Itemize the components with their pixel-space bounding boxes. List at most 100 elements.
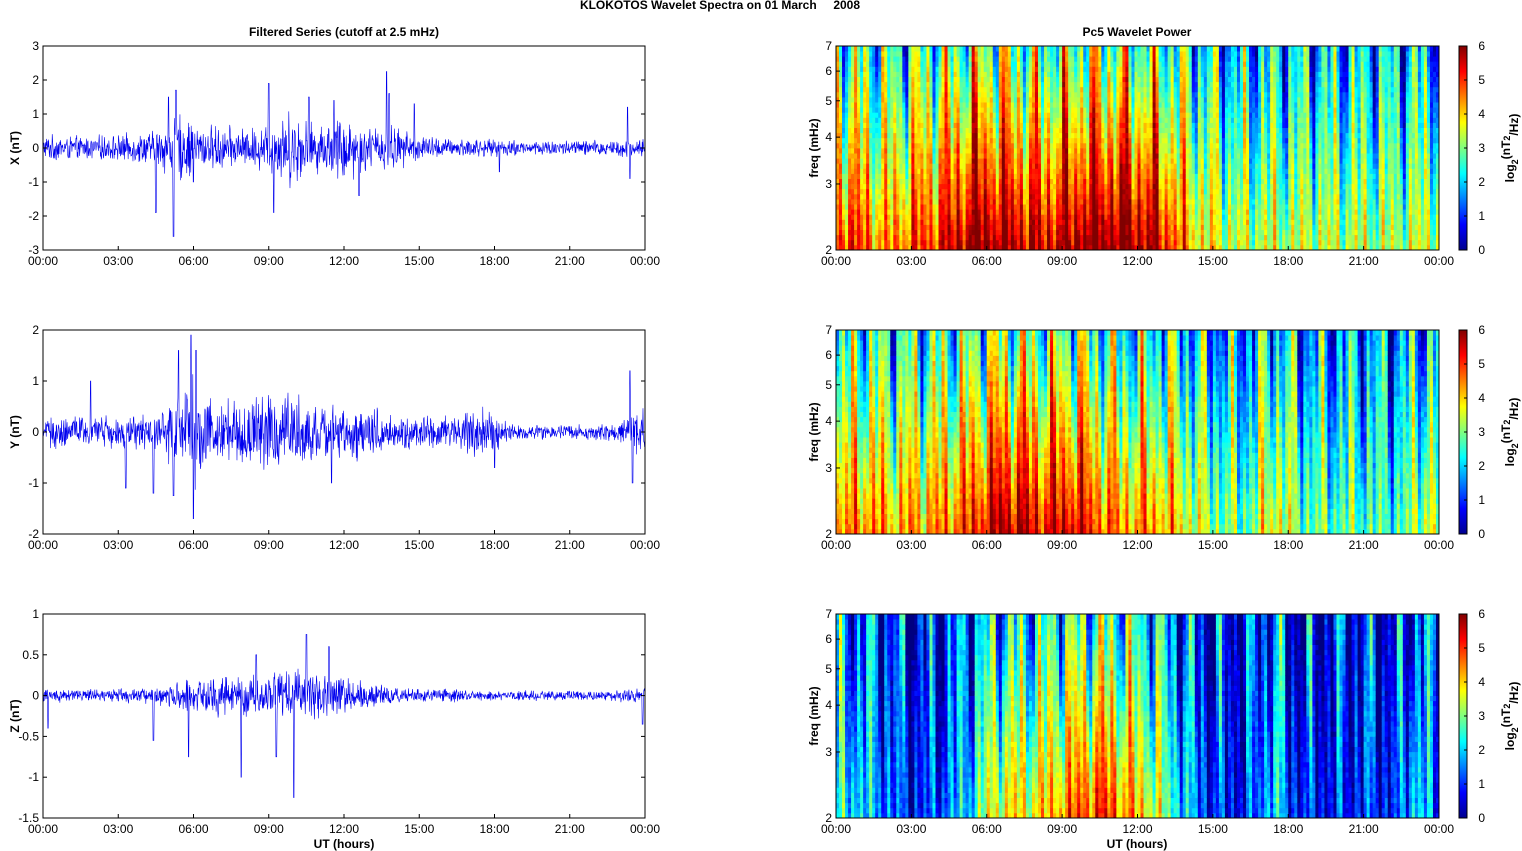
panel-x-wavelet-cell bbox=[932, 117, 935, 123]
panel-x-wavelet-cell bbox=[1074, 194, 1077, 200]
panel-x-wavelet-cell bbox=[1026, 143, 1029, 149]
panel-x-wavelet-cell bbox=[1101, 179, 1104, 185]
panel-x-wavelet-cell bbox=[854, 92, 857, 98]
panel-x-wavelet-cell bbox=[1086, 51, 1089, 57]
panel-x-wavelet-cell bbox=[1168, 184, 1171, 190]
panel-x-wavelet-cell bbox=[1125, 66, 1128, 72]
panel-x-wavelet-cell bbox=[954, 168, 957, 174]
panel-x-wavelet-cell bbox=[969, 209, 972, 215]
panel-x-wavelet-cell bbox=[1005, 61, 1008, 67]
panel-x-wavelet-cell bbox=[1195, 72, 1198, 78]
panel-x-wavelet-cell bbox=[1080, 209, 1083, 215]
panel-x-wavelet-cell bbox=[1180, 204, 1183, 210]
panel-x-wavelet-cell bbox=[1107, 138, 1110, 144]
panel-x-wavelet-cell bbox=[1074, 225, 1077, 231]
panel-x-wavelet-cell bbox=[863, 82, 866, 88]
panel-x-wavelet-cell bbox=[975, 87, 978, 93]
panel-x-wavelet-cell bbox=[951, 77, 954, 83]
panel-x-wavelet-cell bbox=[948, 138, 951, 144]
panel-x-wavelet-cell bbox=[1122, 235, 1125, 241]
panel-x-wavelet-cell bbox=[890, 56, 893, 62]
panel-x-wavelet-cell bbox=[842, 225, 845, 231]
panel-x-wavelet-cell bbox=[1050, 184, 1053, 190]
panel-x-wavelet-cell bbox=[957, 184, 960, 190]
panel-x-wavelet-cell bbox=[1134, 72, 1137, 78]
panel-x-wavelet-cell bbox=[960, 179, 963, 185]
panel-x-wavelet-cell bbox=[890, 46, 893, 52]
panel-x-wavelet-cell bbox=[1071, 153, 1074, 159]
panel-x-wavelet-cell bbox=[1171, 46, 1174, 52]
panel-x-wavelet-cell bbox=[1074, 174, 1077, 180]
panel-x-wavelet-cell bbox=[945, 51, 948, 57]
panel-x-wavelet-cell bbox=[905, 92, 908, 98]
panel-x-wavelet-cell bbox=[1180, 174, 1183, 180]
panel-x-wavelet-cell bbox=[1192, 194, 1195, 200]
panel-x-wavelet-cell bbox=[878, 184, 881, 190]
panel-x-wavelet-cell bbox=[993, 240, 996, 246]
panel-x-wavelet-cell bbox=[839, 174, 842, 180]
panel-x-wavelet-cell bbox=[1204, 112, 1207, 118]
panel-x-wavelet-cell bbox=[1020, 77, 1023, 83]
panel-x-wavelet-cell bbox=[1011, 128, 1014, 134]
panel-x-wavelet-cell bbox=[1053, 102, 1056, 108]
panel-x-wavelet-cell bbox=[1128, 92, 1131, 98]
panel-x-wavelet-cell bbox=[1050, 209, 1053, 215]
panel-x-wavelet-cell bbox=[887, 163, 890, 169]
panel-x-wavelet-cell bbox=[893, 72, 896, 78]
panel-x-wavelet-cell bbox=[929, 240, 932, 246]
panel-x-wavelet-cell bbox=[996, 107, 999, 113]
panel-x-wavelet-cell bbox=[929, 123, 932, 129]
panel-x-wavelet-cell bbox=[851, 204, 854, 210]
panel-x-wavelet-cell bbox=[1014, 163, 1017, 169]
panel-x-wavelet-cell bbox=[1116, 240, 1119, 246]
panel-x-wavelet-cell bbox=[899, 66, 902, 72]
panel-x-wavelet-cell bbox=[890, 168, 893, 174]
panel-x-wavelet-cell bbox=[1077, 240, 1080, 246]
panel-x-wavelet-cell bbox=[1107, 204, 1110, 210]
panel-x-wavelet-cell bbox=[957, 209, 960, 215]
panel-x-wavelet-cell bbox=[1186, 209, 1189, 215]
panel-x-wavelet-cell bbox=[1141, 179, 1144, 185]
panel-x-wavelet-cell bbox=[1162, 92, 1165, 98]
panel-x-wavelet-cell bbox=[1002, 143, 1005, 149]
panel-x-wavelet-cell bbox=[1147, 163, 1150, 169]
panel-x-wavelet-cell bbox=[1092, 123, 1095, 129]
panel-x-wavelet-cell bbox=[902, 235, 905, 241]
panel-x-wavelet-cell bbox=[890, 117, 893, 123]
panel-x-wavelet-cell bbox=[1119, 72, 1122, 78]
panel-x-wavelet-cell bbox=[881, 153, 884, 159]
panel-x-wavelet-cell bbox=[848, 128, 851, 134]
panel-x-wavelet-cell bbox=[1038, 56, 1041, 62]
panel-x-wavelet-cell bbox=[905, 72, 908, 78]
panel-x-wavelet-cell bbox=[1113, 87, 1116, 93]
panel-x-wavelet-cell bbox=[1144, 87, 1147, 93]
panel-x-wavelet-cell bbox=[987, 225, 990, 231]
panel-x-wavelet-cell bbox=[1122, 51, 1125, 57]
panel-x-wavelet-cell bbox=[902, 112, 905, 118]
panel-x-wavelet-cell bbox=[1153, 168, 1156, 174]
panel-x-wavelet-cell bbox=[987, 138, 990, 144]
panel-x-wavelet-cell bbox=[1156, 66, 1159, 72]
panel-x-wavelet-cell bbox=[1014, 184, 1017, 190]
panel-x-wavelet-cell bbox=[908, 117, 911, 123]
panel-x-wavelet-cell bbox=[942, 199, 945, 205]
panel-x-wavelet-cell bbox=[1107, 199, 1110, 205]
panel-x-wavelet-cell bbox=[1047, 123, 1050, 129]
panel-x-wavelet-cell bbox=[1011, 235, 1014, 241]
panel-x-wavelet-cell bbox=[1056, 72, 1059, 78]
panel-x-wavelet-cell bbox=[1050, 194, 1053, 200]
panel-x-wavelet-cell bbox=[1029, 168, 1032, 174]
panel-x-wavelet-cell bbox=[911, 174, 914, 180]
panel-x-wavelet-cell bbox=[911, 143, 914, 149]
panel-x-wavelet-cell bbox=[884, 158, 887, 164]
panel-x-wavelet-cell bbox=[990, 184, 993, 190]
panel-x-wavelet-cell bbox=[1017, 148, 1020, 154]
panel-x-wavelet-cell bbox=[1044, 66, 1047, 72]
panel-x-wavelet-cell bbox=[1125, 148, 1128, 154]
panel-x-wavelet-cell bbox=[1056, 240, 1059, 246]
panel-x-wavelet-cell bbox=[839, 143, 842, 149]
panel-x-wavelet-cell bbox=[1180, 143, 1183, 149]
panel-x-wavelet-cell bbox=[1125, 219, 1128, 225]
panel-x-wavelet-cell bbox=[1204, 87, 1207, 93]
panel-x-wavelet-cell bbox=[923, 112, 926, 118]
